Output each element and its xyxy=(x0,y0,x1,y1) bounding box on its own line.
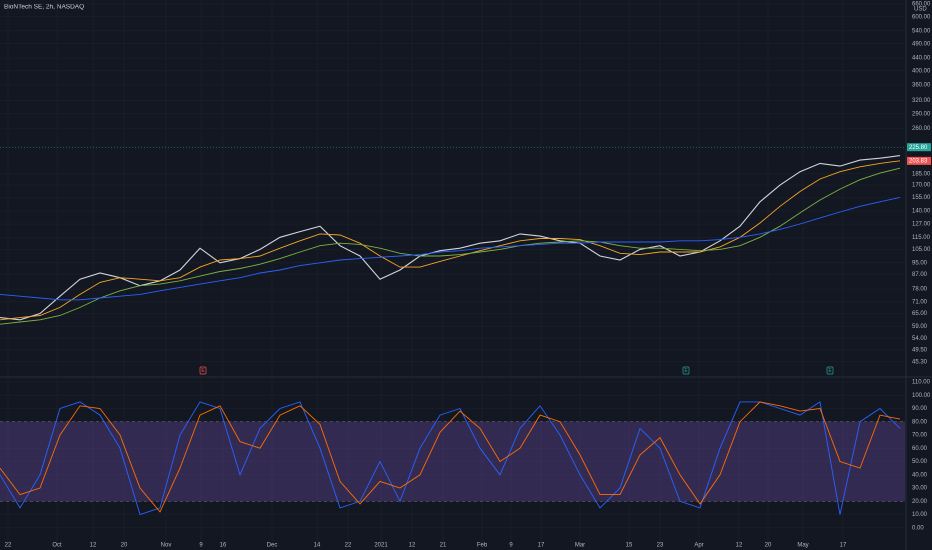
x-tick-label: Dec xyxy=(267,543,278,549)
series-line xyxy=(0,401,901,513)
y-tick-label: 100.00 xyxy=(912,393,931,399)
y-tick-label: 110.00 xyxy=(912,380,931,386)
y-tick-label: 115.00 xyxy=(912,235,931,241)
x-tick-label: Mar xyxy=(575,543,585,549)
y-tick-label: 54.00 xyxy=(912,336,928,342)
y-tick-label: 65.00 xyxy=(912,311,928,317)
y-tick-label: 49.50 xyxy=(912,347,928,353)
price-tag-label: 225.80 xyxy=(909,145,928,151)
x-tick-label: 22 xyxy=(345,543,352,549)
x-tick-label: 14 xyxy=(314,543,321,549)
series-line xyxy=(0,155,901,321)
x-tick-label: Apr xyxy=(694,543,703,549)
x-tick-label: 12 xyxy=(736,543,743,549)
y-tick-label: 540.00 xyxy=(912,28,931,34)
x-tick-label: 21 xyxy=(440,543,447,549)
y-tick-label: 660.00 xyxy=(912,2,931,8)
event-label: E xyxy=(684,368,688,374)
y-tick-label: 45.30 xyxy=(912,359,928,365)
y-tick-label: 70.00 xyxy=(912,433,928,439)
chart-title: BioNTech SE, 2h, NASDAQ xyxy=(4,4,84,11)
y-tick-label: 360.00 xyxy=(912,82,931,88)
x-tick-label: 20 xyxy=(765,543,772,549)
y-tick-label: 10.00 xyxy=(912,512,928,518)
x-tick-label: 17 xyxy=(538,543,545,549)
event-label: E xyxy=(828,368,832,374)
y-tick-label: 600.00 xyxy=(912,14,931,20)
x-tick-label: Nov xyxy=(161,543,172,549)
y-tick-label: 40.00 xyxy=(912,472,928,478)
event-marker xyxy=(199,366,207,375)
x-tick-label: 12 xyxy=(90,543,97,549)
y-tick-label: 71.00 xyxy=(912,299,928,305)
y-tick-label: 155.00 xyxy=(912,195,931,201)
y-tick-label: 490.00 xyxy=(912,41,931,47)
price-tag-label: 203.83 xyxy=(909,158,928,164)
x-tick-label: 9 xyxy=(199,543,203,549)
y-tick-label: 50.00 xyxy=(912,459,928,465)
x-tick-label: 15 xyxy=(626,543,633,549)
event-marker xyxy=(682,366,690,375)
y-tick-label: 440.00 xyxy=(912,56,931,62)
y-tick-label: 170.00 xyxy=(912,183,931,189)
y-tick-label: 140.00 xyxy=(912,209,931,215)
y-tick-label: 78.00 xyxy=(912,287,928,293)
y-tick-label: 95.00 xyxy=(912,260,928,266)
x-tick-label: 20 xyxy=(121,543,128,549)
price-tag xyxy=(907,156,931,165)
x-tick-label: May xyxy=(797,543,808,549)
series-line xyxy=(0,401,901,516)
y-tick-label: 290.00 xyxy=(912,111,931,117)
y-tick-label: 105.00 xyxy=(912,247,931,253)
y-tick-label: 60.00 xyxy=(912,446,928,452)
y-tick-label: 90.00 xyxy=(912,406,928,412)
x-tick-label: 9 xyxy=(509,543,513,549)
y-tick-label: 185.00 xyxy=(912,171,931,177)
x-tick-label: Oct xyxy=(52,543,62,549)
series-line xyxy=(0,160,901,321)
y-tick-label: 80.00 xyxy=(912,419,928,425)
x-tick-label: 16 xyxy=(220,543,227,549)
y-tick-label: 400.00 xyxy=(912,68,931,74)
y-tick-label: 30.00 xyxy=(912,486,928,492)
event-marker xyxy=(826,366,834,375)
x-tick-label: 23 xyxy=(657,543,664,549)
y-tick-label: 0.00 xyxy=(912,525,924,531)
y-tick-label: 20.00 xyxy=(912,499,928,505)
x-tick-label: 17 xyxy=(840,543,847,549)
y-tick-label: 260.00 xyxy=(912,126,931,132)
x-tick-label: Feb xyxy=(477,543,488,549)
series-line xyxy=(0,167,901,325)
y-tick-label: 59.00 xyxy=(912,324,928,330)
event-label: E xyxy=(201,368,205,374)
x-tick-label: 22 xyxy=(5,543,12,549)
x-tick-label: 2021 xyxy=(374,543,388,549)
band xyxy=(0,421,905,502)
x-tick-label: 12 xyxy=(409,543,416,549)
y-unit: USD xyxy=(914,7,927,13)
price-tag xyxy=(907,143,931,152)
y-tick-label: 127.00 xyxy=(912,222,931,228)
series-line xyxy=(0,196,901,301)
y-tick-label: 320.00 xyxy=(912,98,931,104)
y-tick-label: 87.00 xyxy=(912,272,928,278)
